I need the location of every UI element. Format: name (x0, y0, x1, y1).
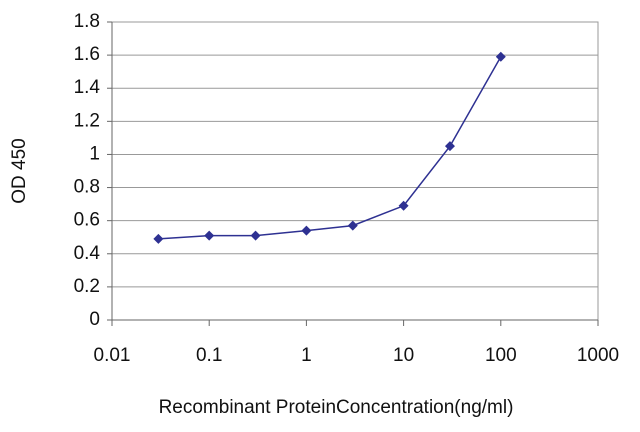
x-tick-label: 0.1 (196, 345, 222, 366)
data-point (495, 51, 506, 62)
data-line (158, 56, 502, 240)
y-tick-label: 1.2 (74, 110, 100, 131)
y-tick-label: 1.6 (74, 44, 100, 65)
x-axis-title: Recombinant ProteinConcentration(ng/ml) (159, 397, 514, 418)
data-point (301, 225, 312, 236)
data-point (153, 233, 164, 244)
y-tick-label: 0.8 (74, 177, 100, 198)
data-point (347, 220, 358, 231)
x-tick-label: 1000 (577, 345, 619, 366)
y-tick-label: 0.2 (74, 276, 100, 297)
y-tick-label: 0.4 (74, 243, 101, 264)
x-tick-label: 10 (393, 345, 414, 366)
x-tick-label: 100 (485, 345, 517, 366)
y-tick-label: 0 (89, 309, 100, 330)
plot-area (111, 21, 599, 321)
data-point (250, 230, 261, 241)
y-tick-label: 1.4 (74, 77, 101, 98)
data-point (444, 141, 455, 152)
data-point (398, 200, 409, 211)
data-point (204, 230, 215, 241)
x-tick-label: 0.01 (94, 345, 131, 366)
x-tick-label: 1 (301, 345, 312, 366)
y-tick-label: 0.6 (74, 210, 100, 231)
y-axis-title: OD 450 (9, 138, 30, 203)
y-tick-label: 1.8 (74, 11, 100, 32)
y-tick-label: 1 (89, 143, 100, 164)
